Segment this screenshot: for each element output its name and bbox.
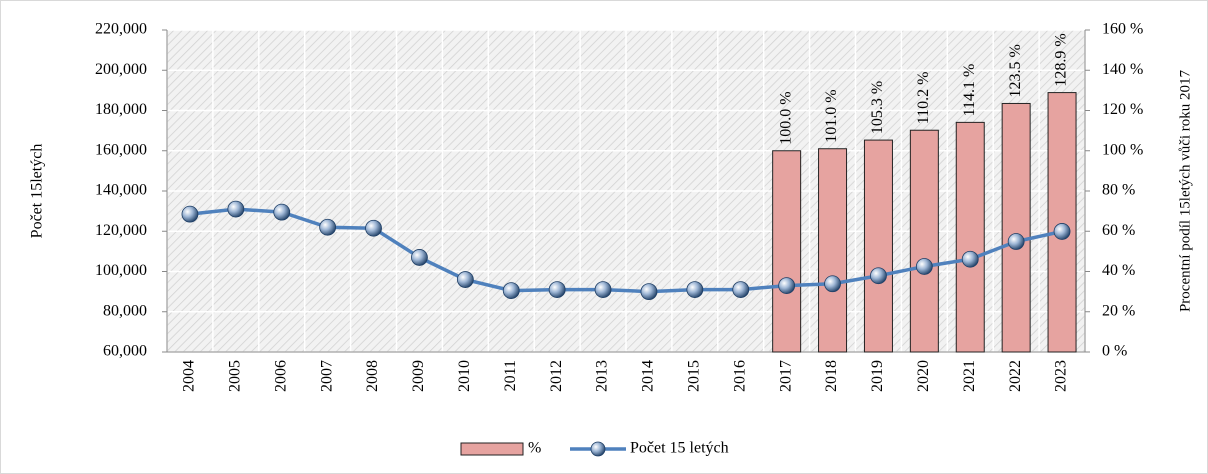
x-tick-label: 2006 [272, 360, 289, 392]
data-label: 128.9 % [1053, 33, 1070, 86]
y-tick-label: 80,000 [103, 302, 147, 319]
y2-tick-label: 60 % [1102, 222, 1135, 239]
x-tick-label: 2018 [823, 360, 840, 392]
y2-tick-label: 160 % [1102, 21, 1143, 38]
bar [772, 150, 802, 353]
y-tick-label: 120,000 [95, 222, 147, 239]
x-tick-label: 2012 [548, 360, 565, 392]
marker [778, 277, 796, 294]
marker [273, 203, 291, 221]
data-label: 110.2 % [915, 71, 932, 124]
data-label: 101.0 % [823, 89, 840, 142]
y2-tick-label: 0 % [1102, 343, 1127, 360]
marker [502, 282, 520, 300]
marker [732, 281, 750, 299]
y2-tick-label: 40 % [1102, 262, 1135, 279]
marker [456, 271, 474, 288]
legend-label: % [528, 440, 541, 457]
marker [319, 218, 337, 236]
marker [365, 219, 382, 237]
y-tick-label: 100,000 [95, 262, 147, 279]
bar [818, 148, 848, 353]
x-tick-label: 2019 [869, 360, 886, 392]
y2-tick-label: 20 % [1102, 302, 1135, 319]
data-label: 105.3 % [869, 81, 886, 134]
x-tick-label: 2009 [410, 360, 427, 392]
y-tick-label: 60,000 [103, 343, 147, 360]
marker [1007, 233, 1025, 250]
y-tick-label: 220,000 [95, 21, 147, 38]
bar [909, 129, 939, 353]
y-tick-label: 200,000 [95, 61, 147, 78]
legend-swatch [460, 442, 524, 456]
y2-tick-label: 100 % [1102, 141, 1143, 158]
marker [594, 281, 612, 299]
marker [824, 275, 841, 293]
x-tick-label: 2020 [915, 360, 932, 392]
bar [955, 121, 985, 353]
data-label: 123.5 % [1007, 44, 1024, 97]
x-tick-label: 2017 [777, 360, 794, 392]
marker [915, 258, 933, 275]
legend-label: Počet 15 letých [630, 440, 729, 457]
marker [961, 250, 979, 268]
x-tick-label: 2013 [594, 360, 611, 392]
x-tick-label: 2022 [1007, 360, 1024, 392]
bar [1001, 102, 1031, 353]
x-tick-label: 2016 [731, 360, 748, 392]
y2-tick-label: 140 % [1102, 61, 1143, 78]
y-tick-label: 140,000 [95, 182, 147, 199]
marker [181, 205, 199, 223]
y2-tick-label: 120 % [1102, 101, 1143, 118]
data-label: 100.0 % [777, 91, 794, 144]
x-tick-label: 2005 [227, 360, 244, 392]
bar [1047, 92, 1077, 353]
marker [640, 283, 658, 301]
bar [863, 139, 893, 353]
marker [1053, 223, 1071, 240]
y-axis-label: Počet 15letých [29, 144, 46, 239]
legend-marker [590, 441, 606, 457]
data-label: 114.1 % [961, 64, 978, 117]
x-tick-label: 2014 [640, 360, 657, 392]
marker [686, 281, 704, 299]
x-tick-label: 2010 [456, 360, 473, 392]
y2-axis-label: Procentní podíl 15letých vůči roku 2017 [1177, 69, 1193, 312]
marker [870, 267, 887, 285]
x-tick-label: 2021 [961, 360, 978, 392]
x-tick-label: 2011 [502, 360, 519, 391]
marker [411, 249, 428, 266]
x-tick-label: 2007 [318, 360, 335, 392]
x-tick-label: 2008 [364, 360, 381, 392]
y-tick-label: 160,000 [95, 141, 147, 158]
marker [227, 200, 245, 218]
x-tick-label: 2023 [1053, 360, 1070, 392]
y-tick-label: 180,000 [95, 101, 147, 118]
marker [548, 281, 566, 299]
x-tick-label: 2004 [181, 360, 198, 392]
x-tick-label: 2015 [686, 360, 703, 392]
y2-tick-label: 80 % [1102, 182, 1135, 199]
